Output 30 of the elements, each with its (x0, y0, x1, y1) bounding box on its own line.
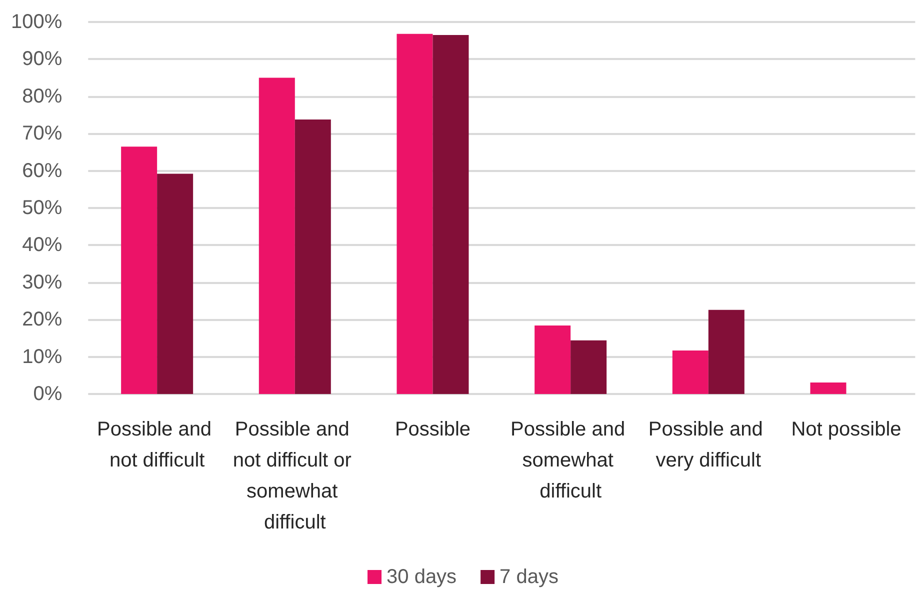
bar (432, 35, 469, 394)
y-tick-label: 70% (22, 122, 62, 145)
y-tick-label: 50% (22, 197, 62, 219)
bar (534, 326, 571, 394)
bar (294, 119, 331, 394)
y-tick-label: 80% (22, 85, 62, 108)
bar (121, 146, 158, 394)
legend-label: 30 days (386, 566, 457, 588)
bar (810, 382, 846, 394)
y-tick-label: 40% (22, 234, 62, 256)
bar (708, 310, 744, 394)
y-tick-label: 20% (22, 308, 62, 331)
bar (157, 174, 194, 394)
x-tick-label: Possible and very difficult (648, 418, 768, 472)
y-tick-label: 60% (22, 160, 62, 182)
x-tick-label: Possible and not difficult (97, 418, 218, 472)
y-tick-label: 100% (10, 11, 62, 33)
x-tick-label: Possible and not difficult or somewhat difficult (232, 418, 357, 534)
bar (258, 78, 295, 394)
x-tick-label: Possible (394, 418, 471, 440)
legend-label: 7 days (500, 566, 558, 588)
bar (570, 340, 607, 394)
bar (672, 350, 708, 394)
y-tick-label: 0% (33, 383, 62, 405)
x-tick-label: Possible and somewhat difficult (510, 418, 631, 502)
y-tick-label: 90% (22, 48, 62, 70)
bar (396, 34, 433, 394)
y-tick-label: 30% (22, 271, 62, 294)
x-tick-label: Not possible (791, 418, 902, 440)
y-tick-label: 10% (22, 346, 62, 368)
